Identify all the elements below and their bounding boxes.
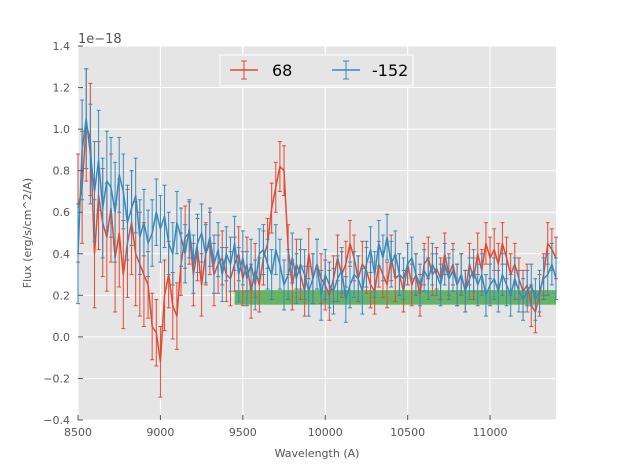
- x-axis-label: Wavelength (A): [275, 447, 360, 460]
- x-axis-ticks: 8500 9000 9500 10000 10500 11000: [64, 415, 508, 439]
- x-tick-label: 11000: [473, 426, 508, 439]
- x-tick-label: 10000: [308, 426, 343, 439]
- x-tick-label: 9000: [146, 426, 174, 439]
- y-tick-label: −0.4: [43, 414, 70, 427]
- y-tick-label: 0.8: [53, 165, 71, 178]
- plot-area: [78, 46, 556, 420]
- y-tick-label: 0.6: [53, 206, 71, 219]
- y-tick-label: 1.2: [53, 82, 71, 95]
- y-tick-label: 0.0: [53, 331, 71, 344]
- series-layer: [76, 68, 558, 398]
- y-tick-label: −0.2: [43, 372, 70, 385]
- x-tick-label: 9500: [229, 426, 257, 439]
- x-tick-label: 10500: [390, 426, 425, 439]
- y-axis-ticks: −0.4 −0.2 0.0 0.2 0.4 0.6 0.8 1.0 1.2 1.4: [43, 40, 83, 427]
- series-2: [76, 68, 558, 323]
- y-tick-label: 0.2: [53, 289, 71, 302]
- legend-label-series-1: 68: [272, 61, 292, 80]
- y-tick-label: 1.4: [53, 40, 71, 53]
- grid: [77, 45, 556, 421]
- x-tick-label: 8500: [64, 426, 92, 439]
- legend-label-series-2: -152: [372, 61, 408, 80]
- y-axis-label: Flux (erg/s/cm^2/A): [21, 178, 34, 288]
- y-offset-label: 1e−18: [78, 32, 122, 47]
- legend: 68 -152: [219, 54, 414, 87]
- y-tick-label: 0.4: [53, 248, 71, 261]
- series-line: [77, 117, 557, 301]
- y-tick-label: 1.0: [53, 123, 71, 136]
